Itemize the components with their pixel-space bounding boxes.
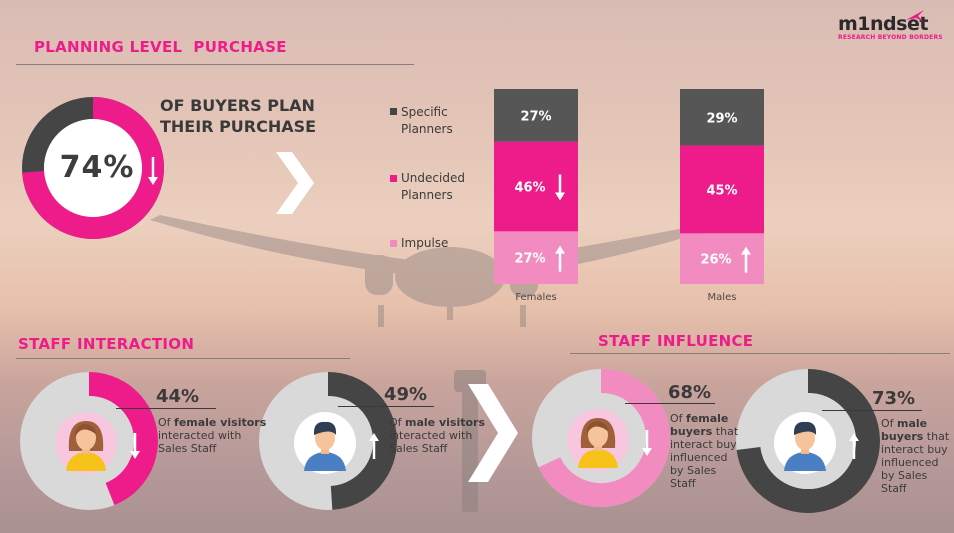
planning-donut-value: 74% <box>59 150 135 185</box>
arrow-up-icon <box>849 433 859 459</box>
female-interaction-text: Of female visitors interacted with Sales… <box>158 416 266 455</box>
stacked-bar-chart: 27% 46% 27% Females 26% 45% 29% Males <box>494 89 764 303</box>
planning-section-title: PLANNING LEVEL PURCHASE <box>34 38 287 56</box>
female-interaction-value: 44% <box>156 386 200 407</box>
chevron-right-large-icon <box>468 384 518 482</box>
mi-bold: male visitors <box>405 416 486 429</box>
arrow-down-icon <box>130 433 140 459</box>
female-avatar-icon <box>567 409 629 471</box>
bar-segment-impulse-females <box>494 231 578 284</box>
planning-headline-line1: OF BUYERS PLAN <box>160 96 315 115</box>
mf-bold2: buyers <box>881 430 924 443</box>
mi-prefix: Of <box>389 416 406 429</box>
legend-label-undecided-1: Undecided <box>401 171 465 185</box>
bar-segment-undecided-planners-females <box>494 141 578 232</box>
male-influence-text: Of male buyers that interact buy influen… <box>881 417 949 495</box>
legend-swatch-undecided <box>390 175 397 182</box>
planning-headline: OF BUYERS PLAN THEIR PURCHASE <box>160 95 316 137</box>
bar-segment-undecided-planners-males <box>680 145 764 234</box>
donut-arc <box>538 369 670 507</box>
arrow-up-icon <box>369 433 379 459</box>
donut-arc <box>327 372 397 510</box>
plane-logo-icon <box>906 10 924 22</box>
male-influence-leader-line <box>822 410 922 411</box>
bar-value-label: 29% <box>706 111 737 126</box>
donut-arc <box>736 369 880 513</box>
male-influence-donut <box>736 369 880 513</box>
arrow-up-icon <box>741 246 751 273</box>
mf-prefix: Of <box>881 417 898 430</box>
planning-donut-arc <box>22 97 164 239</box>
bar-segment-impulse-males <box>680 233 764 284</box>
staff-influence-title: STAFF INFLUENCE <box>598 332 754 350</box>
mf-line3: interact buy <box>881 443 948 456</box>
female-influence-value: 68% <box>668 382 712 403</box>
female-influence-text: Of female buyers that interact buy influ… <box>670 412 738 490</box>
planning-donut-center <box>44 119 142 217</box>
mf-line5: by Sales <box>881 469 928 482</box>
arrow-down-icon <box>642 430 652 456</box>
bar-value-label: 27% <box>514 252 545 267</box>
ff-bold2: buyers <box>670 425 713 438</box>
mf-line4: influenced <box>881 456 939 469</box>
female-influence-donut <box>532 369 670 507</box>
bar-value-label: 45% <box>706 183 737 198</box>
planning-divider <box>16 64 414 65</box>
bar-segment-specific-planners-males <box>680 89 764 146</box>
planning-headline-line2: THEIR PURCHASE <box>160 117 317 136</box>
legend-label-specific-2: Planners <box>401 122 453 136</box>
staff-influence-divider <box>570 353 950 354</box>
fi-line2: interacted with <box>158 429 242 442</box>
male-interaction-value: 49% <box>384 384 428 405</box>
category-label-males: Males <box>708 292 737 303</box>
staff-interaction-title: STAFF INTERACTION <box>18 335 195 353</box>
male-avatar-icon <box>774 412 836 474</box>
male-avatar-icon <box>294 412 356 474</box>
mf-bold1: male <box>897 417 928 430</box>
mf-line6: Staff <box>881 482 907 495</box>
ff-line6: Staff <box>670 477 696 490</box>
male-interaction-leader-line <box>338 406 434 407</box>
bar-segment-specific-planners-females <box>494 89 578 142</box>
ff-line3: interact buy <box>670 438 737 451</box>
ff-bold1: female <box>686 412 729 425</box>
female-interaction-donut <box>20 372 158 510</box>
arrow-down-icon <box>555 174 565 201</box>
female-interaction-leader-line <box>116 408 216 409</box>
ff-prefix: Of <box>670 412 687 425</box>
female-avatar-icon <box>55 412 117 474</box>
legend-label-specific-1: Specific <box>401 105 448 119</box>
ff-line4: influenced <box>670 451 728 464</box>
fi-line3: Sales Staff <box>158 442 217 455</box>
male-interaction-text: Of male visitors interacted with Sales S… <box>389 416 485 455</box>
mf-rest2: that <box>923 430 950 443</box>
female-influence-leader-line <box>625 403 715 404</box>
male-influence-value: 73% <box>872 388 916 409</box>
mi-line3: Sales Staff <box>389 442 448 455</box>
staff-interaction-divider <box>16 358 350 359</box>
fi-bold: female visitors <box>174 416 267 429</box>
mindset-logo: m1ndset RESEARCH BEYOND BORDERS <box>838 10 948 41</box>
category-label-females: Females <box>515 292 556 303</box>
chevron-right-icon <box>276 152 314 214</box>
ff-rest2: that <box>712 425 739 438</box>
bar-value-label: 27% <box>520 109 551 124</box>
arrow-up-icon <box>555 245 565 272</box>
legend-label-undecided-2: Planners <box>401 188 453 202</box>
mi-line2: interacted with <box>389 429 473 442</box>
logo-text-a: m1nd <box>838 13 897 35</box>
male-interaction-donut <box>259 372 397 510</box>
bar-value-label: 46% <box>514 181 545 196</box>
bar-value-label: 26% <box>700 253 731 268</box>
arrow-down-icon <box>148 157 158 185</box>
ff-line5: by Sales <box>670 464 717 477</box>
donut-arc <box>88 372 158 506</box>
logo-tagline: RESEARCH BEYOND BORDERS <box>838 34 943 41</box>
fi-prefix: Of <box>158 416 175 429</box>
legend-label-impulse: Impulse <box>401 236 449 250</box>
legend-swatch-impulse <box>390 240 397 247</box>
legend-swatch-specific <box>390 108 397 115</box>
